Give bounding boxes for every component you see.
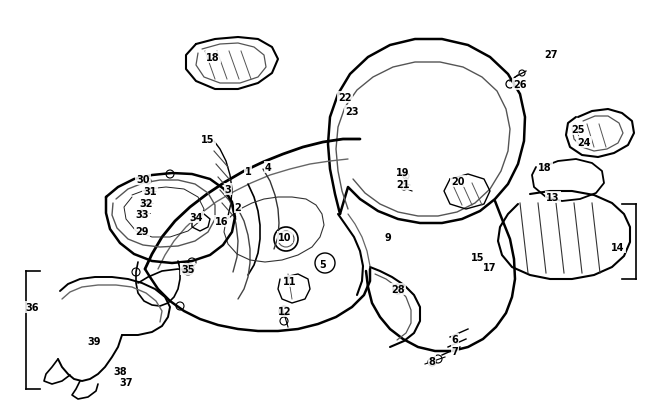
Text: 17: 17 bbox=[483, 262, 497, 272]
Text: 34: 34 bbox=[189, 213, 203, 222]
Text: 15: 15 bbox=[202, 135, 214, 145]
Text: 36: 36 bbox=[25, 302, 39, 312]
Text: 5: 5 bbox=[320, 259, 326, 269]
Text: 19: 19 bbox=[396, 168, 410, 177]
Text: 12: 12 bbox=[278, 306, 292, 316]
Text: 20: 20 bbox=[451, 177, 465, 187]
Text: 15: 15 bbox=[471, 252, 485, 262]
Text: 6: 6 bbox=[452, 334, 458, 344]
Text: 30: 30 bbox=[136, 175, 150, 185]
Text: 11: 11 bbox=[283, 276, 297, 286]
Text: 39: 39 bbox=[87, 336, 101, 346]
Text: 25: 25 bbox=[571, 125, 585, 135]
Text: 22: 22 bbox=[338, 93, 352, 103]
Text: 31: 31 bbox=[143, 187, 157, 196]
Text: 23: 23 bbox=[345, 107, 359, 117]
Text: 27: 27 bbox=[544, 50, 558, 60]
Text: 9: 9 bbox=[385, 232, 391, 243]
Text: 33: 33 bbox=[135, 209, 149, 220]
Text: 32: 32 bbox=[139, 198, 153, 209]
Text: 21: 21 bbox=[396, 179, 410, 190]
Text: 2: 2 bbox=[235, 202, 241, 213]
Text: 18: 18 bbox=[206, 53, 220, 63]
Text: 13: 13 bbox=[546, 192, 560, 202]
Text: 3: 3 bbox=[225, 185, 231, 194]
Text: 7: 7 bbox=[452, 346, 458, 356]
Text: 24: 24 bbox=[577, 138, 591, 148]
Text: 14: 14 bbox=[611, 243, 625, 252]
Text: 29: 29 bbox=[135, 226, 149, 237]
Text: 35: 35 bbox=[181, 264, 195, 274]
Text: 37: 37 bbox=[119, 377, 133, 387]
Text: 10: 10 bbox=[278, 232, 292, 243]
Text: 1: 1 bbox=[244, 166, 252, 177]
Text: 8: 8 bbox=[428, 356, 436, 366]
Text: 38: 38 bbox=[113, 366, 127, 376]
Text: 28: 28 bbox=[391, 284, 405, 294]
Text: 16: 16 bbox=[215, 216, 229, 226]
Text: 18: 18 bbox=[538, 162, 552, 173]
Text: 26: 26 bbox=[514, 80, 526, 90]
Text: 4: 4 bbox=[265, 162, 272, 173]
